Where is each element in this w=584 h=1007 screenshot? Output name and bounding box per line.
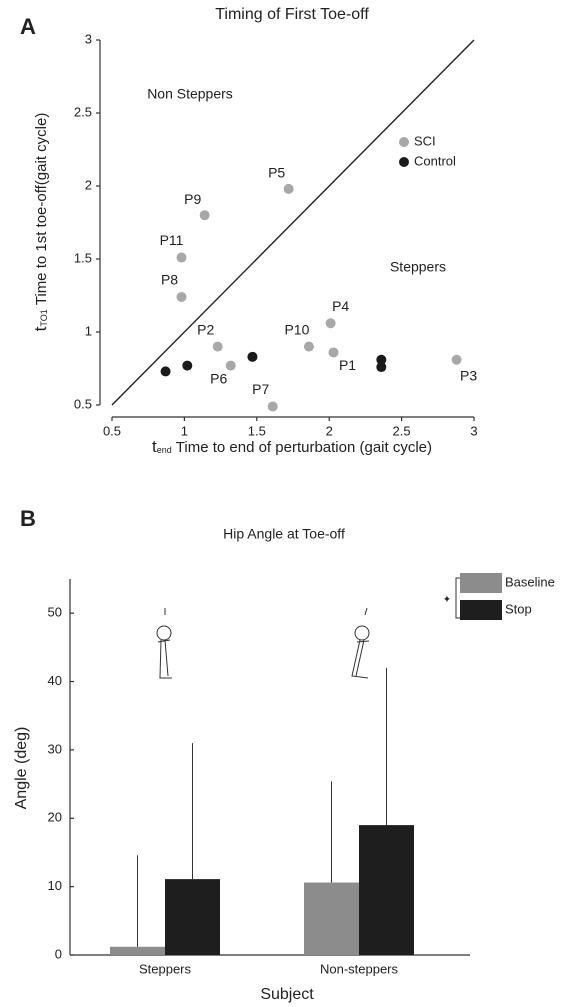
- y-tick-label: 3: [85, 31, 92, 46]
- significance-marker: ✦: [443, 595, 451, 606]
- data-point: [376, 362, 387, 373]
- identity-line: [111, 39, 475, 406]
- x-tick-label: Non-steppers: [320, 961, 399, 976]
- axis-label-text: Time to end of perturbation (gait cycle): [176, 439, 432, 456]
- y-tick-label: 40: [48, 673, 62, 688]
- axis-label: tTO1 Time to 1st toe-off(gait cycle): [31, 113, 50, 332]
- y-tick-label: 1.5: [74, 250, 92, 265]
- chart-title: Timing of First Toe-off: [215, 6, 369, 23]
- data-point: [182, 360, 193, 371]
- point-label: P7: [252, 381, 269, 397]
- point-label: P5: [268, 165, 285, 181]
- axis-label: tend Time to end of perturbation (gait cy…: [152, 437, 432, 456]
- x-tick-label: 1.5: [248, 423, 266, 438]
- point-label: P4: [332, 298, 349, 314]
- data-point: [283, 183, 294, 194]
- y-tick-label: 20: [48, 810, 62, 825]
- panel-letter: A: [20, 14, 36, 39]
- legend-label: SCI: [414, 133, 436, 148]
- point-label: P10: [284, 321, 309, 337]
- data-point: [451, 354, 462, 365]
- point-label: P9: [184, 191, 201, 207]
- y-tick-label: 30: [48, 741, 62, 756]
- point-label: P8: [161, 272, 178, 288]
- bar: [110, 946, 165, 955]
- data-point: [267, 401, 278, 412]
- x-tick-label: 1: [181, 423, 188, 438]
- y-tick-label: 0.5: [74, 396, 92, 411]
- annotation: Steppers: [390, 259, 446, 275]
- x-tick-label: 2: [326, 423, 333, 438]
- axis-label-subscript: TO1: [39, 309, 49, 326]
- stick-figure: [156, 607, 370, 679]
- axis-label-text: Time to 1st toe-off(gait cycle): [33, 113, 50, 306]
- legend-swatch: [460, 573, 502, 593]
- panel-letter: B: [20, 506, 36, 531]
- data-point: [247, 351, 258, 362]
- point-label: P1: [339, 357, 356, 373]
- axis-label-symbol: t: [152, 437, 157, 456]
- point-label: P6: [210, 370, 227, 386]
- legend-swatch: [460, 600, 502, 620]
- point-label: P3: [460, 367, 477, 383]
- legend-label: Baseline: [505, 574, 555, 589]
- axis-label: Angle (deg): [13, 727, 30, 810]
- data-point: [212, 341, 223, 352]
- data-point: [303, 341, 314, 352]
- x-tick-label: Steppers: [139, 961, 192, 976]
- data-point: [160, 366, 171, 377]
- legend-label: Control: [414, 153, 456, 168]
- x-tick-label: 3: [470, 423, 477, 438]
- y-tick-label: 50: [48, 605, 62, 620]
- y-tick-label: 10: [48, 878, 62, 893]
- data-point: [176, 291, 187, 302]
- bar: [165, 879, 220, 955]
- data-point: [225, 360, 236, 371]
- y-tick-label: 0: [55, 946, 62, 961]
- annotation: Non Steppers: [147, 86, 233, 102]
- point-label: P2: [197, 321, 214, 337]
- legend-label: Stop: [505, 601, 532, 616]
- bar: [304, 882, 359, 955]
- axis-label: Subject: [260, 986, 314, 1003]
- x-tick-label: 2.5: [393, 423, 411, 438]
- legend-bracket: [455, 577, 462, 619]
- data-point: [199, 210, 210, 221]
- data-point: [176, 252, 187, 263]
- data-point: [325, 318, 336, 329]
- y-tick-label: 2: [85, 177, 92, 192]
- data-point: [376, 354, 387, 365]
- x-tick-label: 0.5: [103, 423, 121, 438]
- data-point: [328, 347, 339, 358]
- y-tick-label: 2.5: [74, 104, 92, 119]
- y-tick-label: 1: [85, 323, 92, 338]
- legend-marker: [399, 137, 409, 147]
- point-label: P11: [160, 232, 184, 248]
- legend-marker: [399, 157, 409, 167]
- axis-label-symbol: t: [31, 326, 50, 331]
- axis-label-subscript: end: [157, 445, 172, 455]
- chart-title: Hip Angle at Toe-off: [223, 526, 345, 542]
- bar: [359, 825, 414, 955]
